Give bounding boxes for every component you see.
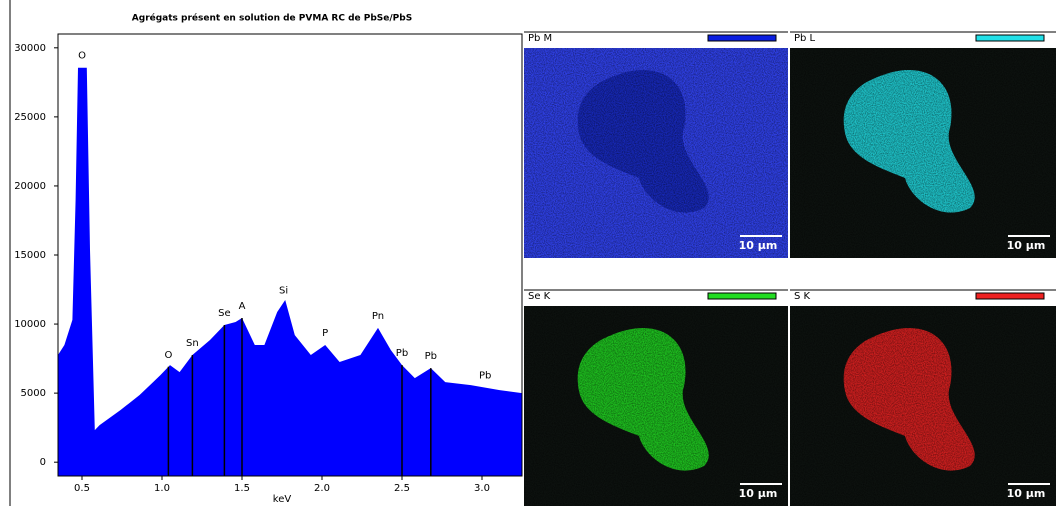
marker-label: O	[164, 350, 172, 361]
marker-label: Pb	[396, 348, 408, 359]
x-tick-label: 3.0	[474, 483, 490, 494]
scale-label: 10 µm	[1007, 239, 1046, 252]
map-color-bar	[975, 34, 1045, 42]
x-tick-label: 1.5	[234, 483, 250, 494]
x-tick-label: 2.0	[314, 483, 330, 494]
scale-label: 10 µm	[1007, 487, 1046, 500]
map-label: S K	[794, 291, 811, 302]
y-tick-label: 20000	[14, 181, 46, 192]
marker-label: Se	[218, 308, 231, 319]
y-tick-label: 15000	[14, 250, 46, 261]
map-color-bar	[975, 292, 1045, 300]
scale-label: 10 µm	[739, 487, 778, 500]
marker-label: Pb	[425, 351, 437, 362]
map-color-bar	[707, 34, 777, 42]
y-tick-label: 30000	[14, 43, 46, 54]
x-tick-label: 1.0	[154, 483, 170, 494]
marker-label: Sn	[186, 338, 199, 349]
y-tick-label: 5000	[21, 388, 46, 399]
marker-label: O	[78, 51, 86, 62]
scale-label: 10 µm	[739, 239, 778, 252]
map-color-bar	[707, 292, 777, 300]
marker-label: Si	[279, 285, 288, 296]
marker-label: Pn	[372, 311, 384, 322]
map-label: Pb M	[528, 33, 552, 44]
x-tick-label: 0.5	[74, 483, 90, 494]
x-tick-label: 2.5	[394, 483, 410, 494]
map-noise	[524, 48, 788, 258]
map-noise	[790, 306, 1056, 506]
map-noise	[524, 306, 788, 506]
y-tick-label: 10000	[14, 319, 46, 330]
y-tick-label: 25000	[14, 112, 46, 123]
marker-label: P	[322, 328, 328, 339]
spectrum-area	[58, 67, 522, 476]
map-label: Se K	[528, 291, 551, 302]
marker-label: A	[239, 301, 246, 312]
chart-title: Agrégats présent en solution de PVMA RC …	[132, 13, 412, 24]
marker-label: Pb	[479, 371, 491, 382]
map-noise	[790, 48, 1056, 258]
y-tick-label: 0	[40, 457, 46, 468]
x-axis-label: keV	[273, 494, 292, 505]
map-label: Pb L	[794, 33, 816, 44]
